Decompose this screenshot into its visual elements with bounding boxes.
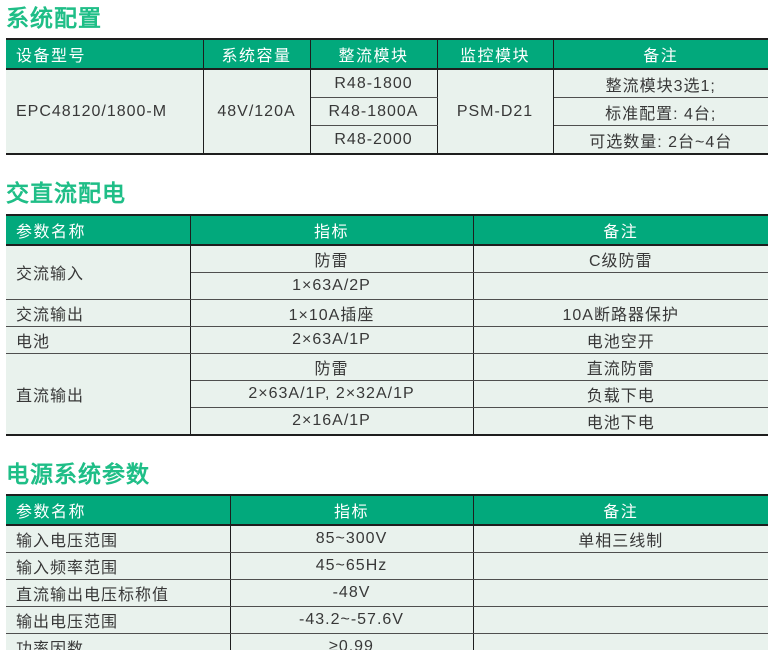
- table-row: 输入电压范围 85~300V 单相三线制: [6, 525, 768, 554]
- cell-param-output-voltage-range: 输出电压范围: [6, 606, 231, 635]
- cell-spec: -48V: [230, 579, 474, 608]
- cell-remark: 电池空开: [473, 326, 768, 354]
- section-title-power-system-params: 电源系统参数: [6, 460, 150, 487]
- cell-spec: 2×63A/1P, 2×32A/1P: [190, 380, 474, 408]
- cell-spec: 1×10A插座: [190, 299, 474, 327]
- table-row: 交流输出 1×10A插座 10A断路器保护: [6, 299, 768, 327]
- cell-spec: 45~65Hz: [230, 552, 474, 581]
- table-row: R48-2000 可选数量: 2台~4台: [6, 125, 768, 155]
- cell-remark: [473, 606, 768, 635]
- header-cell-param-name: 参数名称: [6, 495, 231, 527]
- cell-spec: 85~300V: [230, 525, 474, 554]
- cell-param-battery: 电池: [6, 326, 191, 354]
- table-row: 输入频率范围 45~65Hz: [6, 552, 768, 581]
- cell-device-model: EPC48120/1800-M: [6, 69, 204, 155]
- header-row: 参数名称 指标 备注: [6, 495, 768, 527]
- cell-monitor-module: PSM-D21: [437, 69, 554, 155]
- table-row: 2×16A/1P 电池下电: [6, 407, 768, 436]
- header-cell-remark: 备注: [553, 39, 768, 71]
- acdc-distribution-table: 参数名称 指标 备注 交流输入 防雷 C级防雷 1×63A/2P 交流输出 1×…: [6, 213, 768, 436]
- cell-param-ac-output: 交流输出: [6, 299, 191, 327]
- table-row: 直流输出电压标称值 -48V: [6, 579, 768, 608]
- table-row: EPC48120/1800-M 48V/120A R48-1800 PSM-D2…: [6, 69, 768, 155]
- cell-spec: 2×63A/1P: [190, 326, 474, 354]
- section-title-acdc-distribution: 交直流配电: [6, 180, 126, 207]
- cell-rectifier-2: R48-1800A: [310, 97, 438, 127]
- table-row: 交流输入 防雷 C级防雷: [6, 244, 768, 300]
- cell-remark: 电池下电: [473, 407, 768, 436]
- cell-rectifier-1: R48-1800: [310, 69, 438, 99]
- cell-system-capacity: 48V/120A: [203, 69, 311, 155]
- cell-spec: 防雷: [190, 244, 474, 273]
- table-row: 功率因数 ≥0.99: [6, 633, 768, 650]
- cell-remark: 单相三线制: [473, 525, 768, 554]
- cell-param-ac-input: 交流输入: [6, 244, 191, 300]
- cell-spec: 1×63A/2P: [190, 272, 474, 300]
- header-cell-spec: 指标: [230, 495, 474, 527]
- cell-remark: [473, 272, 768, 300]
- cell-remark: [473, 633, 768, 650]
- cell-spec: 2×16A/1P: [190, 407, 474, 436]
- cell-spec: ≥0.99: [230, 633, 474, 650]
- cell-remark: [473, 579, 768, 608]
- table-row: 1×63A/2P: [6, 272, 768, 300]
- header-cell-rectifier-module: 整流模块: [310, 39, 438, 71]
- cell-spec: -43.2~-57.6V: [230, 606, 474, 635]
- cell-spec: 防雷: [190, 353, 474, 381]
- cell-remark: [473, 552, 768, 581]
- cell-remark-3: 可选数量: 2台~4台: [553, 125, 768, 155]
- cell-param-power-factor: 功率因数: [6, 633, 231, 650]
- header-cell-remark: 备注: [473, 214, 768, 246]
- cell-remark-2: 标准配置: 4台;: [553, 97, 768, 127]
- table-row: 输出电压范围 -43.2~-57.6V: [6, 606, 768, 635]
- cell-remark: 负载下电: [473, 380, 768, 408]
- power-system-params-table: 参数名称 指标 备注 输入电压范围 85~300V 单相三线制 输入频率范围 4…: [6, 494, 768, 650]
- table-row: 电池 2×63A/1P 电池空开: [6, 326, 768, 354]
- header-cell-param-name: 参数名称: [6, 214, 191, 246]
- header-cell-monitor-module: 监控模块: [437, 39, 554, 71]
- header-cell-system-capacity: 系统容量: [203, 39, 311, 71]
- cell-remark: C级防雷: [473, 244, 768, 273]
- table-row: 直流输出 防雷 直流防雷: [6, 353, 768, 436]
- cell-remark-1: 整流模块3选1;: [553, 69, 768, 99]
- header-row: 参数名称 指标 备注: [6, 214, 768, 246]
- header-row: 设备型号 系统容量 整流模块 监控模块 备注: [6, 39, 768, 71]
- table-row: 2×63A/1P, 2×32A/1P 负载下电: [6, 380, 768, 408]
- section-title-system-config: 系统配置: [6, 5, 102, 31]
- cell-param-dc-nominal-voltage: 直流输出电压标称值: [6, 579, 231, 608]
- cell-remark: 直流防雷: [473, 353, 768, 381]
- header-cell-spec: 指标: [190, 214, 474, 246]
- cell-remark: 10A断路器保护: [473, 299, 768, 327]
- cell-param-dc-output: 直流输出: [6, 353, 191, 436]
- cell-rectifier-3: R48-2000: [310, 125, 438, 155]
- system-config-table: 设备型号 系统容量 整流模块 监控模块 备注 EPC48120/1800-M 4…: [6, 38, 768, 156]
- header-cell-device-model: 设备型号: [6, 39, 204, 71]
- cell-param-input-voltage-range: 输入电压范围: [6, 525, 231, 554]
- table-row: R48-1800A 标准配置: 4台;: [6, 97, 768, 127]
- cell-param-input-freq-range: 输入频率范围: [6, 552, 231, 581]
- header-cell-remark: 备注: [473, 495, 768, 527]
